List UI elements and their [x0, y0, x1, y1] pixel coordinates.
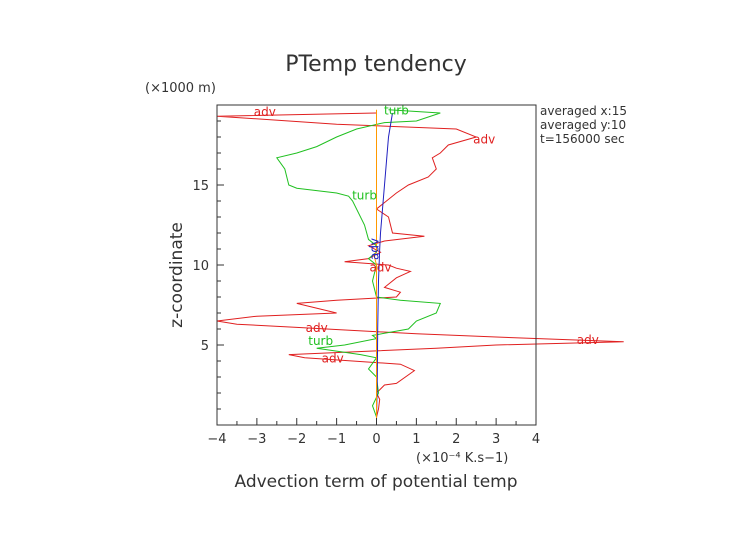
- x-tick-label: −2: [287, 432, 306, 447]
- chart-title: PTemp tendency: [285, 52, 467, 77]
- x-tick-label: 3: [492, 432, 500, 447]
- axes-layer: −4 −3 −2 −1 0 1 2 3 4 5 10 15: [192, 120, 540, 447]
- y-axis-label: z-coordinate: [167, 222, 187, 328]
- x-unit-label: (×10⁻⁴ K.s−1): [416, 451, 508, 466]
- annotation-label: turb: [384, 104, 409, 118]
- info-text-line: t=156000 sec: [540, 132, 625, 146]
- y-tick-label: 10: [192, 259, 209, 274]
- series-line-unnamed-2: [376, 112, 393, 421]
- annotation-label: adv: [369, 260, 391, 274]
- x-tick-label: −1: [327, 432, 346, 447]
- series-line-turb: [275, 109, 442, 418]
- x-tick-label: 2: [452, 432, 460, 447]
- info-text-line: averaged y:10: [540, 118, 626, 132]
- x-axis-label: Advection term of potential temp: [234, 472, 517, 492]
- x-tick-label: 1: [412, 432, 420, 447]
- annotation-label: adv: [322, 352, 344, 366]
- annotation-label: adv: [577, 333, 599, 347]
- series-line-adv: [216, 112, 624, 418]
- annotation-label: adv: [254, 105, 276, 119]
- annotation-label: turb: [308, 334, 333, 348]
- annotation-label: adv: [473, 132, 495, 146]
- annotation-label: turb: [352, 188, 377, 202]
- x-tick-label: −4: [207, 432, 226, 447]
- x-tick-label: 4: [532, 432, 540, 447]
- x-tick-label: −3: [247, 432, 266, 447]
- annotation-label: adv: [306, 321, 328, 335]
- y-tick-label: 5: [201, 339, 209, 354]
- series-line-unnamed-3: [373, 109, 377, 421]
- y-tick-label: 15: [192, 179, 209, 194]
- info-text-line: averaged x:15: [540, 104, 627, 118]
- annotation-label: adv: [367, 238, 381, 260]
- x-tick-label: 0: [372, 432, 380, 447]
- y-unit-label: (×1000 m): [145, 81, 216, 96]
- series-layer: [216, 109, 624, 421]
